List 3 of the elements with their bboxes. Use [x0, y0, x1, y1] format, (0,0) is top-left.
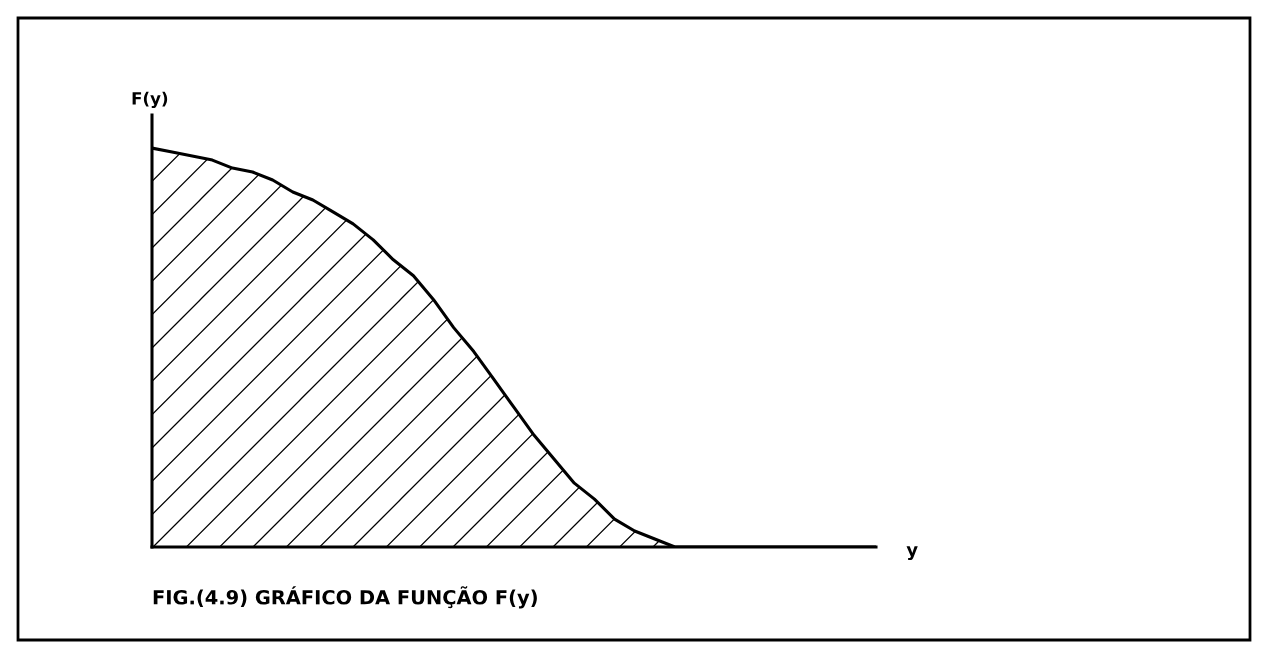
text: FIG.(4.9) GRÁFICO DA FUNÇÃO F(y): [153, 586, 537, 609]
x-axis-title: y: [906, 546, 918, 561]
y-axis-title: F(y): [132, 91, 168, 108]
